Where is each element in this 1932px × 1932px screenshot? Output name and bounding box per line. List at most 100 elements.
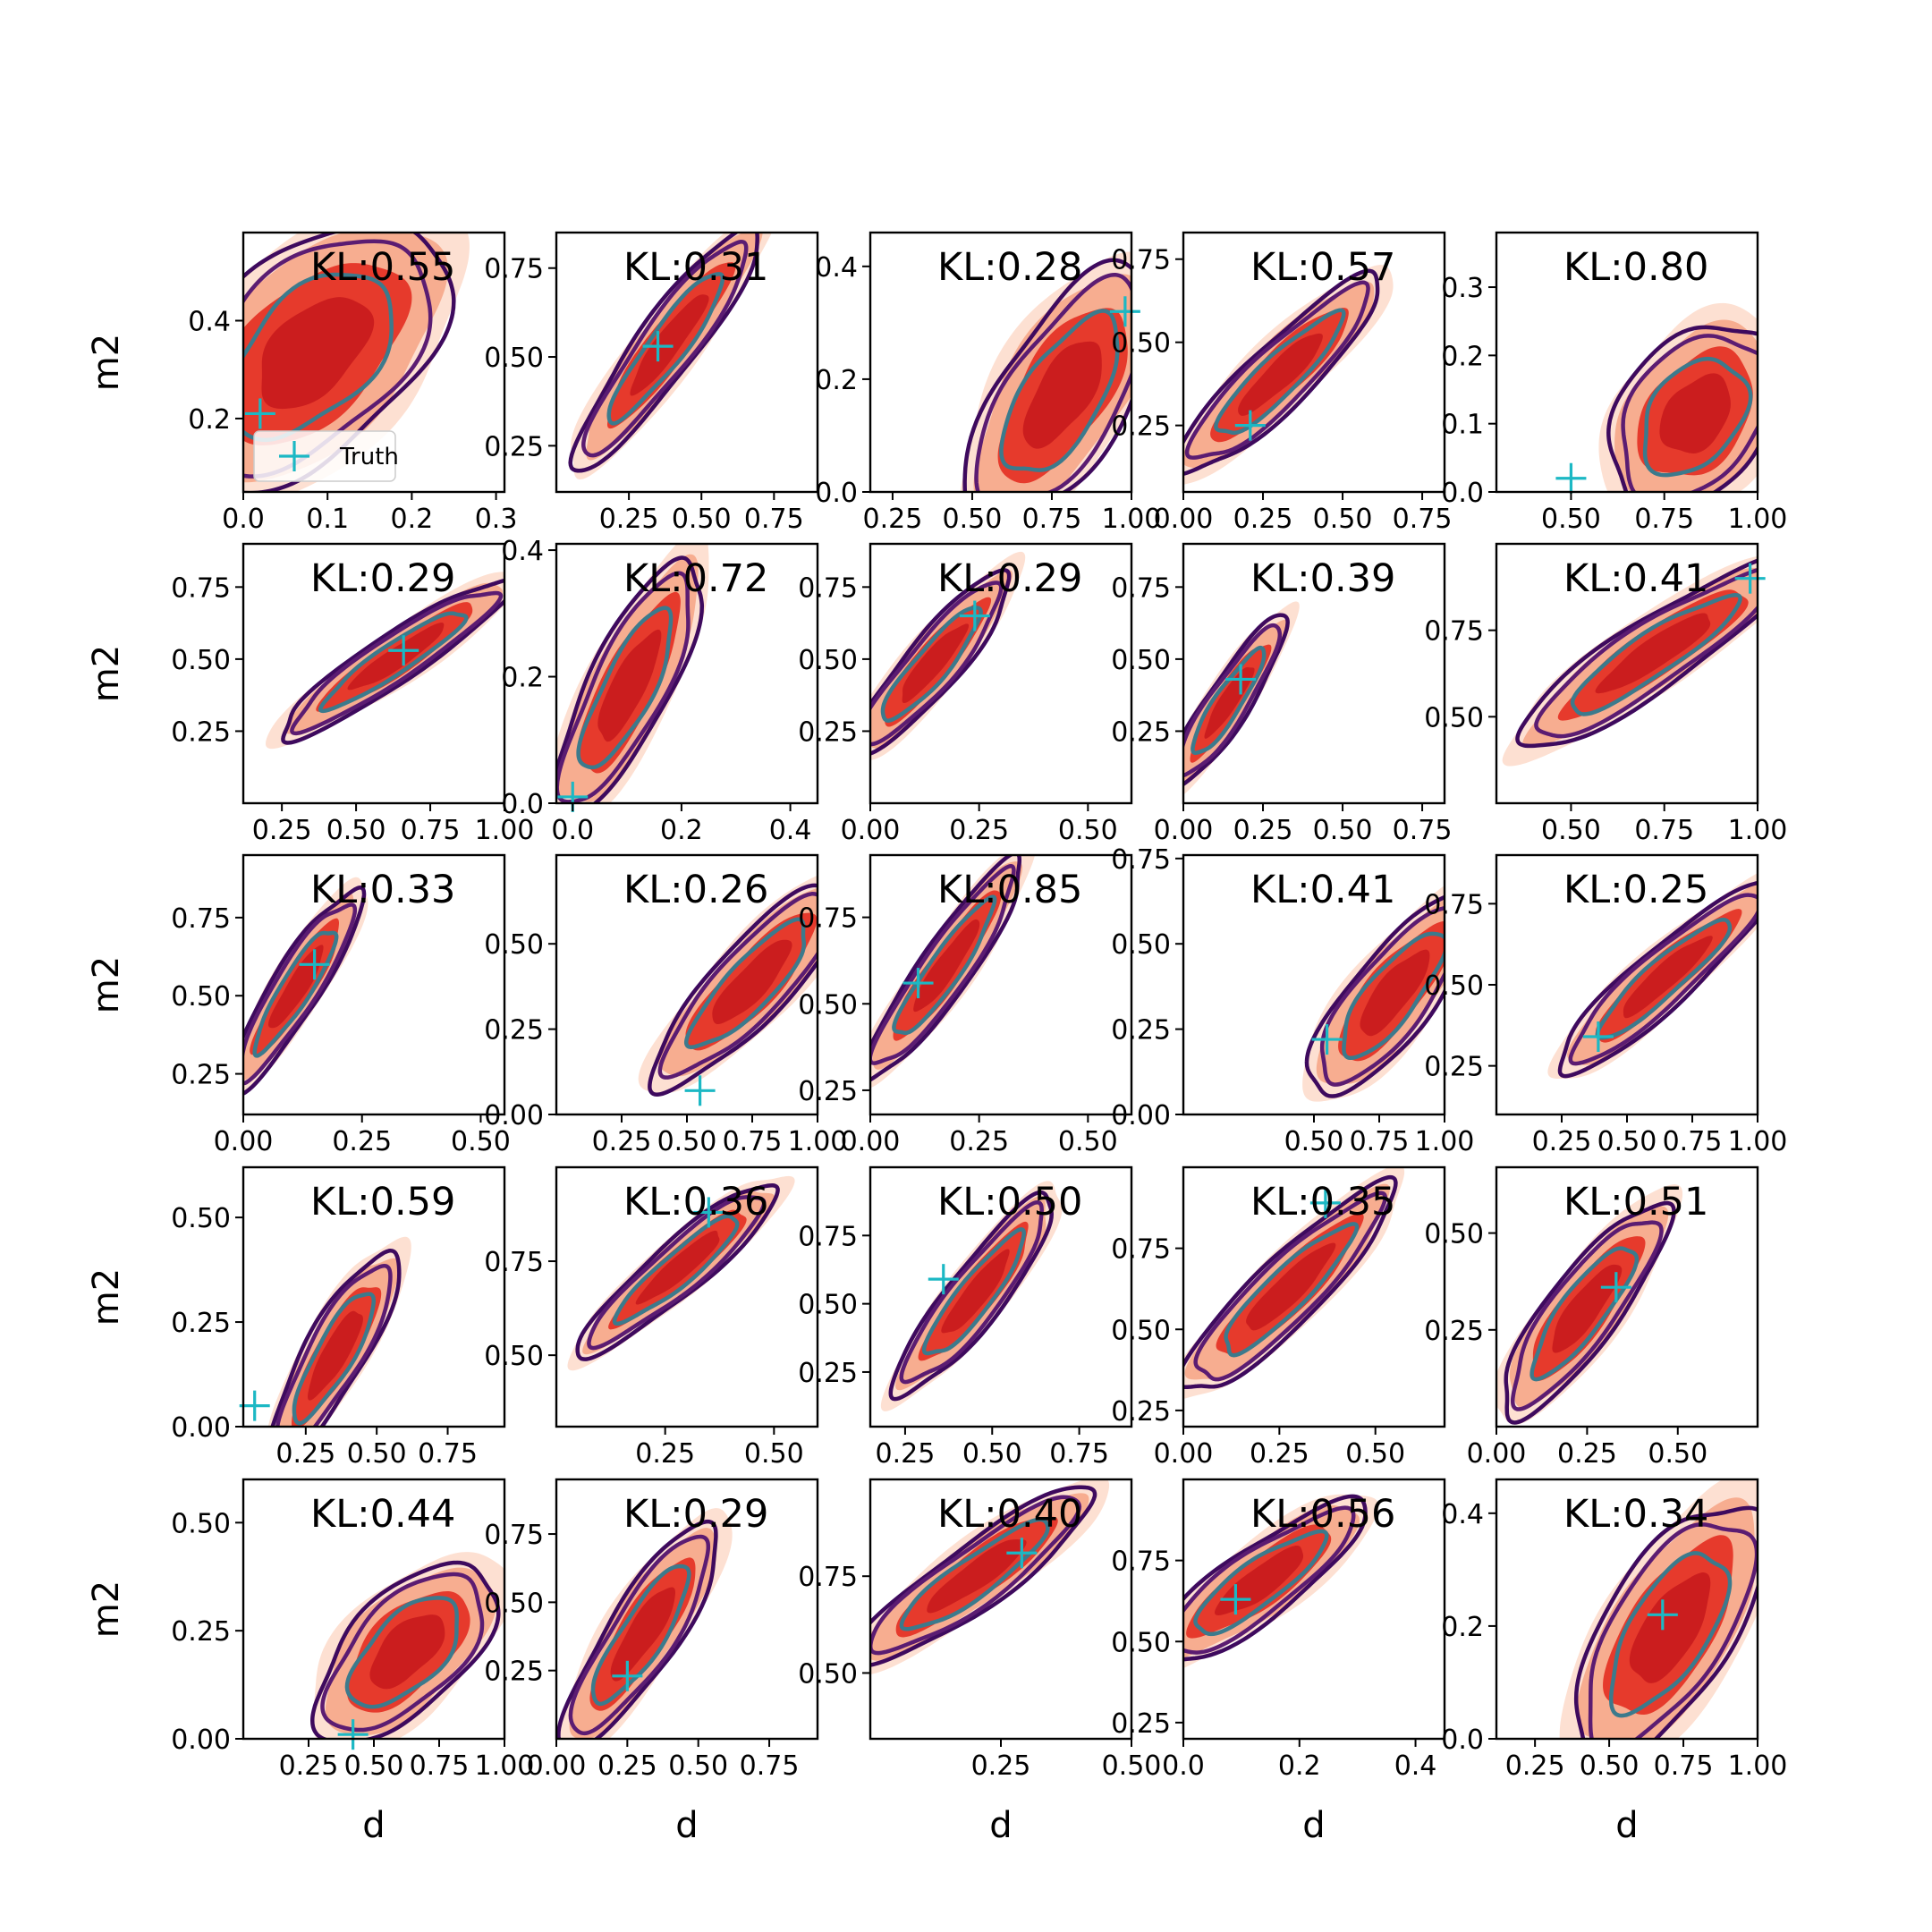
- y-axis-label: m2: [86, 956, 127, 1013]
- density-fill-core: [913, 919, 980, 1013]
- contour-line-outer: [556, 1519, 718, 1739]
- panel-kl-label: KL:0.41: [1250, 868, 1395, 912]
- panel-kl-label: KL:0.80: [1563, 245, 1708, 290]
- contour-line-inner: [1342, 931, 1445, 1061]
- y-tick-label: 0.75: [798, 572, 858, 604]
- contour-line-second: [1621, 334, 1758, 492]
- y-tick-label: 0.50: [1111, 929, 1171, 961]
- density-fill-core: [1659, 373, 1731, 453]
- panel-9: 0.00 0.25 0.50 0.75 0.25 0.50 0.75 KL:0.39: [1111, 542, 1452, 846]
- density-fill-core: [1629, 1572, 1711, 1683]
- panel-13: 0.00 0.25 0.50 0.25 0.50 0.75 KL:0.85: [798, 853, 1133, 1157]
- contour-line-outer: [888, 1190, 1054, 1402]
- x-tick-label: 0.75: [1049, 1438, 1109, 1470]
- truth-marker: [1311, 1024, 1343, 1055]
- contour-line-inner: [243, 272, 394, 443]
- x-tick-label: 0.2: [660, 815, 703, 846]
- y-tick-label: 0.00: [484, 1100, 544, 1131]
- density-fill-core: [1022, 341, 1102, 449]
- panel-1: 0.0 0.1 0.2 0.3 0.2 0.4 KL:0.55 m2 Truth: [86, 231, 518, 535]
- density-fill-core: [1360, 949, 1430, 1037]
- truth-marker: [1109, 296, 1140, 327]
- y-tick-label: 0.25: [798, 1358, 858, 1389]
- axes-frame: [869, 231, 1133, 494]
- contour-line-outer: [1504, 1200, 1676, 1425]
- panel-kl-label: KL:0.33: [310, 868, 455, 912]
- contour-line-outer: [243, 233, 456, 492]
- y-tick-label: 0.50: [1424, 1219, 1484, 1250]
- axes-frame: [1182, 1478, 1446, 1741]
- density-fill-core: [941, 1249, 1010, 1334]
- density-contours: [1302, 886, 1445, 1102]
- contour-line-outer: [1557, 880, 1758, 1079]
- contour-line-outer: [1183, 1494, 1368, 1662]
- contour-line-inner: [1214, 308, 1346, 436]
- contour-line-second: [1319, 905, 1445, 1087]
- truth-marker: [684, 1075, 716, 1106]
- truth-marker: [612, 1660, 643, 1691]
- axes-frame: [242, 542, 506, 805]
- contour-line-outer: [270, 1249, 402, 1427]
- contour-line-second: [243, 902, 358, 1086]
- x-tick-label: 0.75: [723, 1126, 783, 1157]
- y-tick-label: 0.75: [484, 254, 544, 285]
- x-tick-label: 0.50: [1313, 504, 1373, 535]
- axes-frame: [555, 1478, 819, 1741]
- y-tick-label: 0.4: [501, 536, 544, 567]
- contour-line-outer: [1515, 558, 1758, 749]
- truth-marker: [693, 1197, 724, 1228]
- x-tick-label: 0.50: [1313, 815, 1373, 846]
- x-tick-label: 0.1: [306, 504, 349, 535]
- panel-kl-label: KL:0.55: [310, 245, 455, 290]
- truth-marker: [1734, 563, 1766, 594]
- axes-frame: [1495, 1478, 1759, 1741]
- legend: Truth: [253, 430, 399, 482]
- x-tick-label: 0.0: [551, 815, 594, 846]
- x-tick-label: 0.50: [1345, 1438, 1405, 1470]
- y-tick-label: 0.0: [501, 789, 544, 820]
- y-tick-label: 0.4: [815, 252, 858, 284]
- density-contours: [1183, 601, 1300, 795]
- y-tick-label: 0.25: [171, 1060, 231, 1091]
- contour-line-second: [657, 892, 818, 1080]
- x-tick-label: 0.75: [1634, 815, 1694, 846]
- y-tick-label: 0.1: [1441, 410, 1484, 441]
- axes-frame: [555, 1165, 819, 1428]
- x-axis-label: d: [1615, 1805, 1638, 1846]
- density-contours: [870, 855, 1036, 1089]
- contour-line-inner: [892, 894, 997, 1036]
- y-tick-label: 0.2: [815, 365, 858, 396]
- y-tick-label: 0.75: [171, 903, 231, 935]
- density-fill-core: [610, 1587, 675, 1682]
- contour-line-outer: [309, 1560, 501, 1739]
- truth-marker: [337, 1719, 369, 1750]
- x-tick-label: 1.00: [475, 1750, 535, 1782]
- y-tick-label: 0.50: [171, 645, 231, 676]
- y-tick-label: 0.50: [1424, 970, 1484, 1002]
- density-fill-core: [712, 939, 792, 1025]
- axes-frame: [555, 542, 819, 805]
- x-tick-label: 0.50: [451, 1126, 511, 1157]
- contour-line-inner: [899, 1517, 1050, 1631]
- x-tick-label: 0.3: [475, 504, 518, 535]
- panel-kl-label: KL:0.59: [310, 1180, 455, 1224]
- y-tick-label: 0.75: [1111, 572, 1171, 604]
- density-contours: [568, 233, 772, 479]
- y-tick-label: 0.75: [1424, 889, 1484, 920]
- panel-kl-label: KL:0.35: [1250, 1180, 1395, 1224]
- contour-line-outer: [281, 578, 504, 745]
- density-contours: [880, 1181, 1063, 1411]
- y-tick-label: 0.25: [1111, 716, 1171, 748]
- density-fill-core: [1623, 936, 1713, 1019]
- contour-line-outer: [870, 568, 1012, 756]
- legend-label: Truth: [339, 444, 399, 470]
- x-tick-label: 0.4: [1394, 1750, 1437, 1782]
- contour-line-outer: [1304, 894, 1445, 1098]
- density-contours: [1183, 1494, 1379, 1669]
- contour-line-inner: [1570, 593, 1742, 716]
- y-tick-label: 0.50: [798, 989, 858, 1021]
- axes-frame: [242, 231, 506, 494]
- y-tick-label: 0.25: [1111, 1015, 1171, 1046]
- contour-line-outer: [1606, 325, 1758, 492]
